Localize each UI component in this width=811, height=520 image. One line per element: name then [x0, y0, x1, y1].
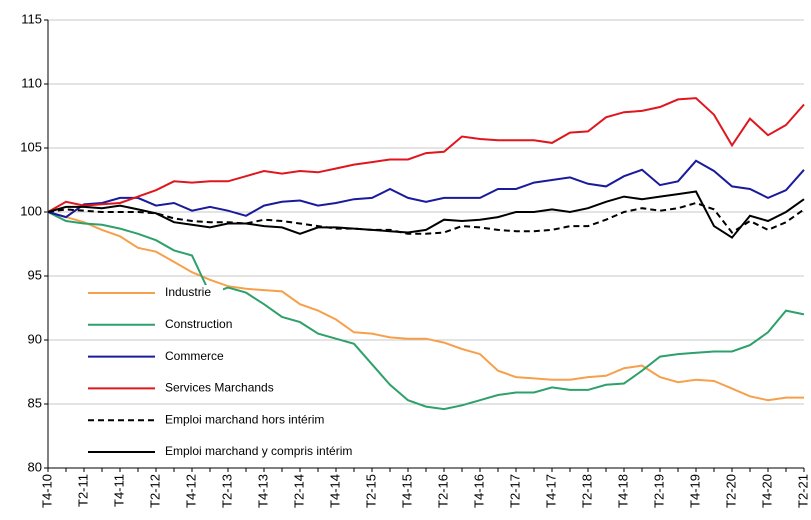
legend-bg [160, 380, 286, 397]
x-tick-label: T4-15 [399, 474, 414, 508]
legend-bg [160, 316, 244, 333]
series-line [47, 190, 805, 239]
x-tick-label: T2-19 [651, 474, 666, 508]
x-tick-label: T2-13 [219, 474, 234, 508]
y-tick-label: 85 [28, 395, 42, 410]
series-line [47, 211, 804, 402]
series-line [47, 97, 805, 213]
legend-label: Emploi marchand y compris intérim [165, 444, 352, 458]
x-tick-label: T4-16 [471, 474, 486, 508]
series-line [47, 159, 805, 219]
x-tick-label: T4-19 [687, 474, 702, 508]
series-line [47, 201, 805, 235]
y-tick-label: 115 [21, 11, 42, 26]
y-tick-label: 105 [20, 139, 42, 154]
legend-bg [160, 285, 223, 301]
legend-bg [160, 412, 356, 429]
x-tick-label: T4-12 [183, 474, 198, 508]
x-tick-label: T2-15 [363, 474, 378, 508]
x-tick-label: T2-14 [291, 474, 306, 508]
x-tick-label: T2-11 [75, 474, 90, 507]
x-tick-label: T2-21 [795, 474, 810, 508]
y-tick-label: 80 [28, 459, 42, 474]
x-tick-label: T2-16 [435, 474, 450, 508]
x-tick-label: T2-12 [147, 474, 162, 508]
legend-label: Construction [165, 317, 232, 331]
legend-label: Emploi marchand hors intérim [165, 412, 324, 426]
x-tick-label: T4-10 [39, 474, 54, 508]
y-tick-label: 90 [28, 331, 42, 346]
x-tick-label: T2-18 [579, 474, 594, 508]
legend-label: Industrie [165, 285, 211, 299]
y-tick-label: 95 [28, 267, 42, 282]
x-tick-label: T4-14 [327, 474, 342, 508]
x-tick-label: T2-20 [723, 474, 738, 508]
legend-bg [160, 444, 391, 460]
legend-label: Commerce [165, 349, 224, 363]
x-tick-label: T4-20 [759, 474, 774, 508]
x-tick-label: T4-13 [255, 474, 270, 508]
legend-label: Services Marchands [165, 381, 274, 395]
y-tick-label: 110 [21, 75, 42, 90]
y-tick-label: 100 [20, 203, 42, 218]
x-tick-label: T4-18 [615, 474, 630, 508]
series-line [47, 211, 805, 411]
x-tick-label: T2-17 [507, 474, 522, 508]
legend-bg [160, 348, 216, 365]
x-tick-label: T4-17 [543, 474, 558, 508]
x-tick-label: T4-11 [111, 474, 126, 507]
